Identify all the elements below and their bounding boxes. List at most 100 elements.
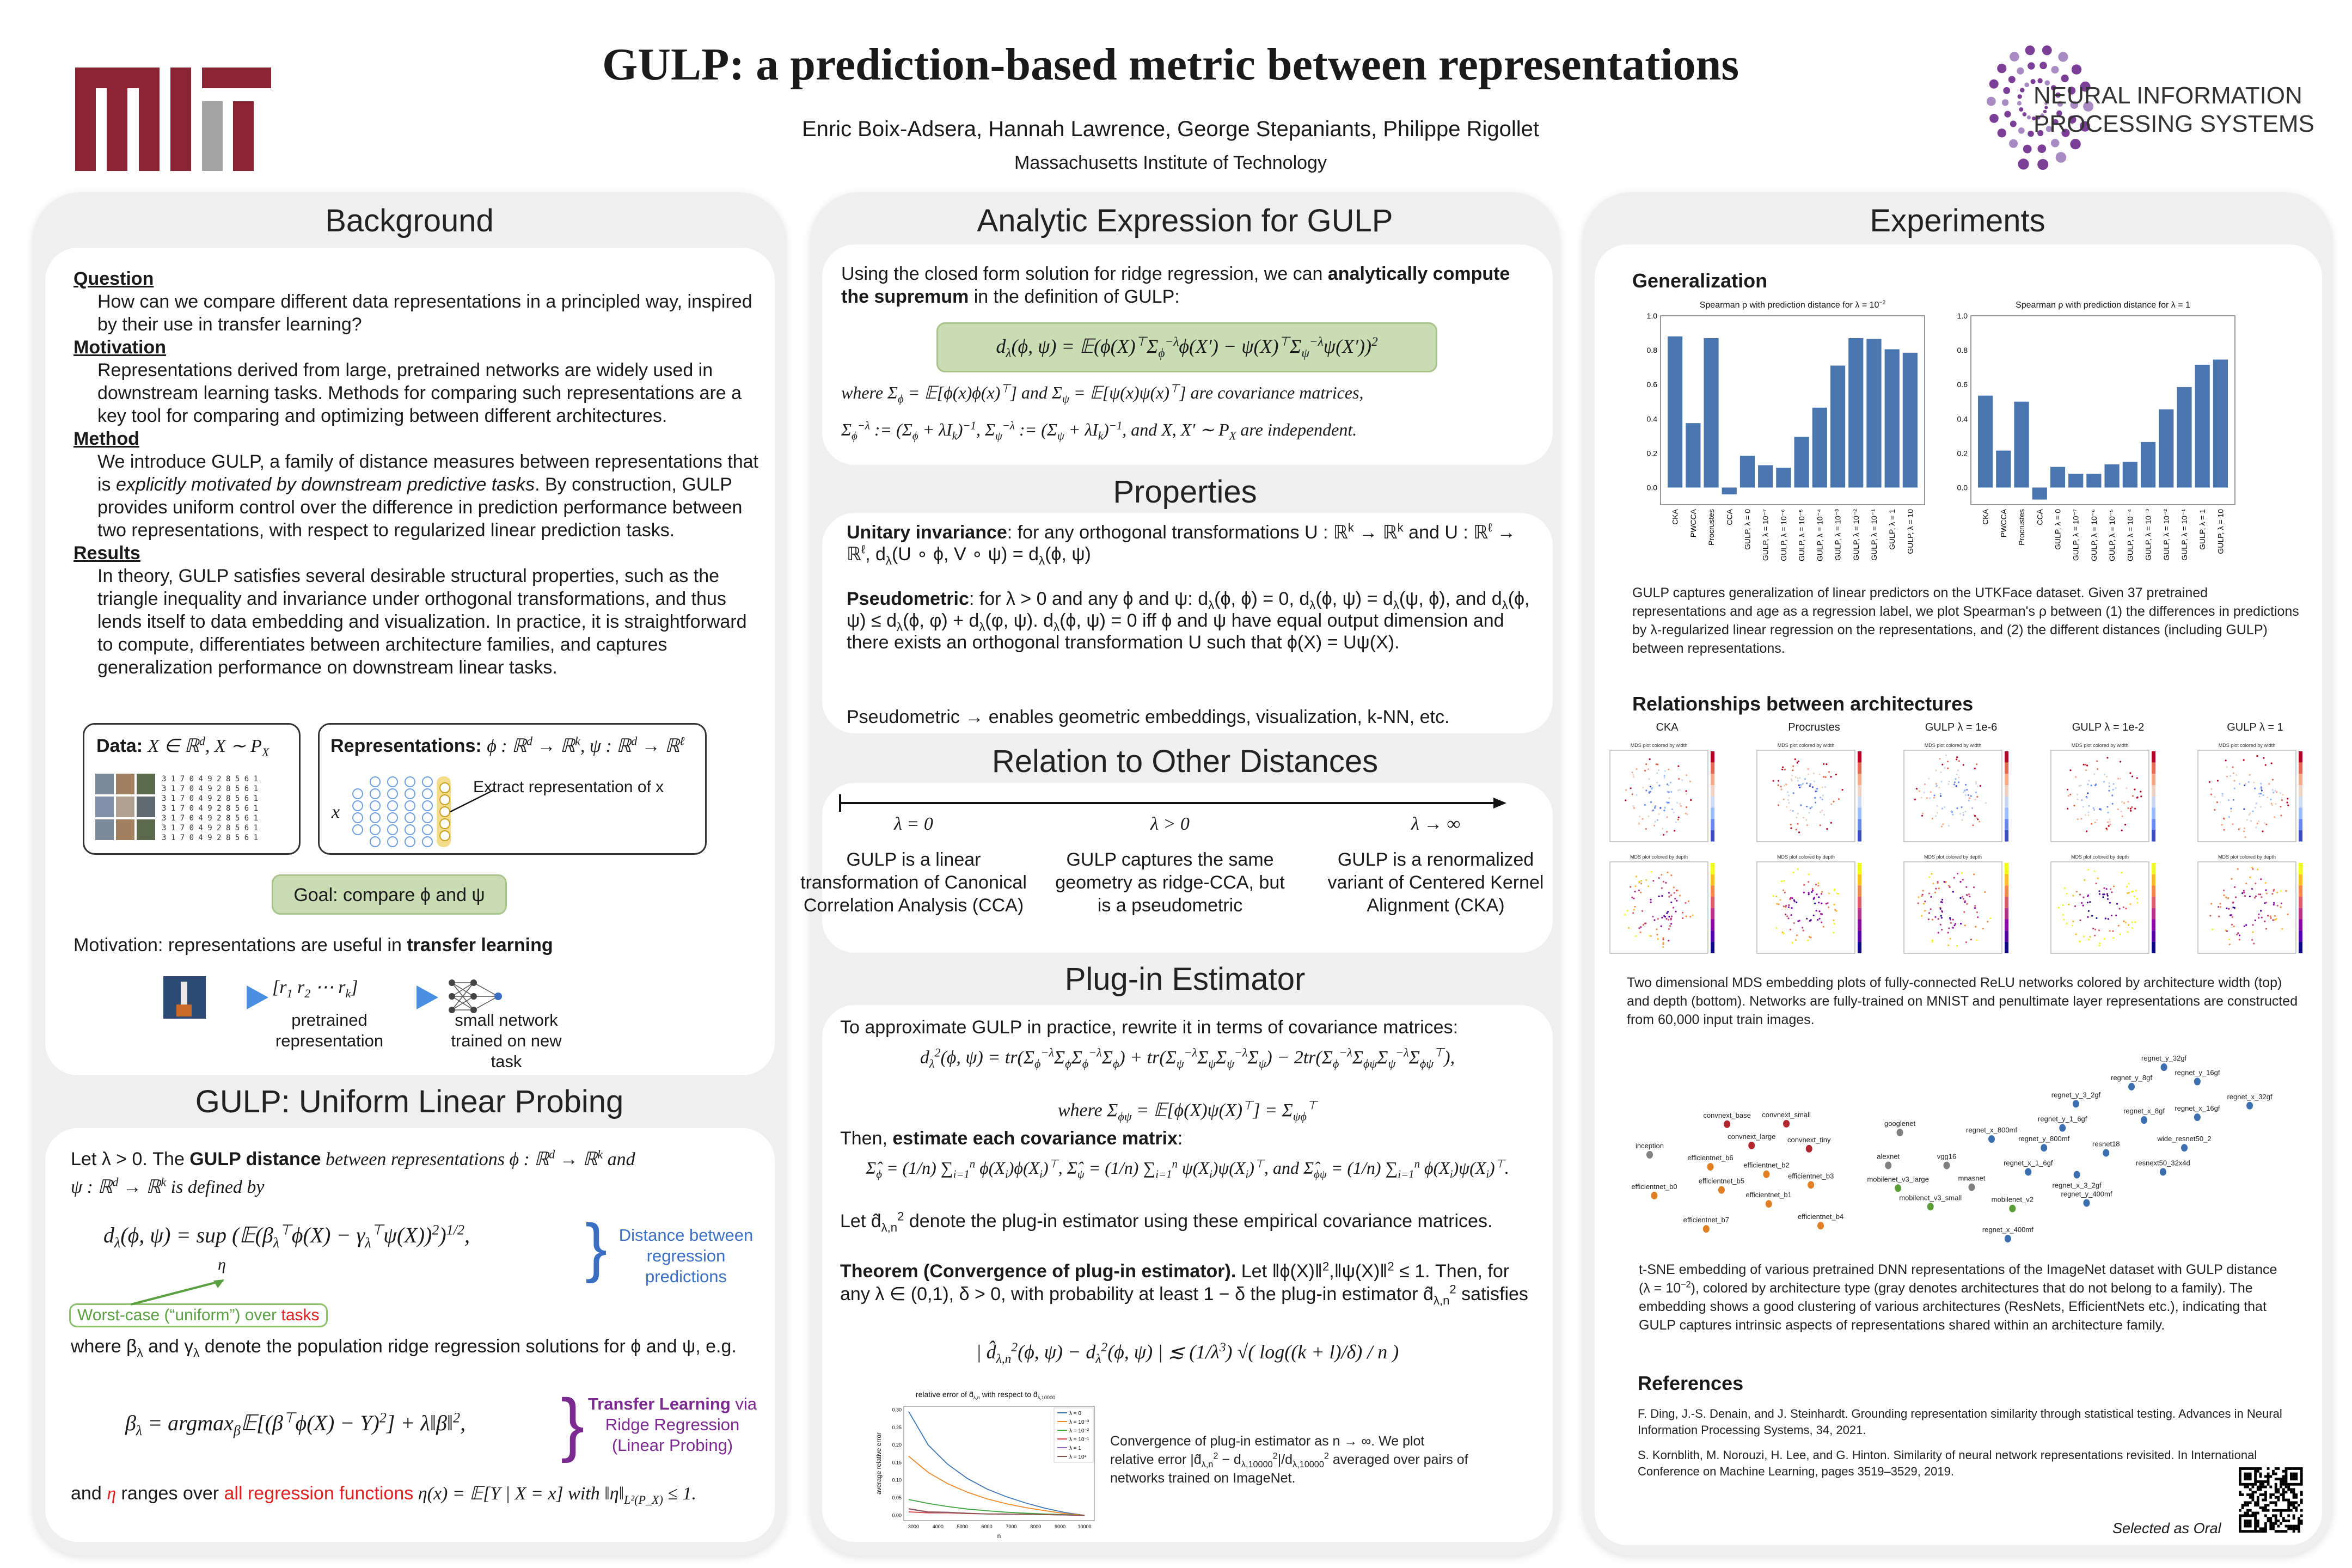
qr-module [2267, 1483, 2270, 1486]
mds-point [2085, 830, 2088, 832]
properties-card [822, 513, 1553, 733]
mds-point [2126, 787, 2128, 789]
mds-point [1788, 794, 1790, 797]
mds-point [1630, 886, 1632, 888]
mds-point [1674, 898, 1676, 900]
mds-point [1815, 884, 1817, 886]
qr-module [2300, 1493, 2303, 1496]
mds-point [1975, 781, 1977, 783]
mds-point [1806, 939, 1809, 941]
gulp-intro-d: ψ : ℝd → ℝk is defined by [71, 1175, 265, 1197]
data-math: X ∈ ℝd, X ∼ PX [148, 734, 270, 759]
bar [1902, 352, 1918, 488]
bar [1668, 336, 1683, 488]
analytic-formula: dλ(ϕ, ψ) = 𝔼(ϕ(X)⊤Σϕ−λϕ(X′) − ψ(X)⊤Σψ−λψ… [936, 322, 1437, 372]
qr-module [2298, 1527, 2300, 1530]
reference-item: S. Kornblith, M. Norouzi, H. Lee, and G.… [1638, 1448, 2257, 1478]
colorbar-segment [2005, 919, 2008, 931]
neuron [387, 800, 398, 811]
mds-point [1976, 911, 1978, 914]
qr-module [2272, 1501, 2275, 1504]
pointer-arrow [130, 1279, 224, 1306]
tsne-label: convnext_tiny [1787, 1136, 1831, 1144]
mds-point [1790, 827, 1792, 829]
neuron [422, 776, 433, 787]
qr-module [2272, 1493, 2275, 1496]
mds-point [2087, 783, 2089, 786]
x-tick-label: 9000 [1055, 1524, 1065, 1529]
qr-module [2244, 1475, 2247, 1478]
mds-point [1638, 823, 1640, 825]
extract-text: Extract representation of x [473, 778, 664, 796]
colorbar-segment [1858, 796, 1861, 808]
mds-point [2066, 892, 2068, 895]
tsne-label: vgg16 [1937, 1153, 1956, 1161]
tsne-label: regnet_y_1_6gf [2038, 1115, 2087, 1123]
mds-point [2264, 822, 2266, 824]
colorbar-segment [2005, 908, 2008, 920]
mds-point [1692, 914, 1694, 916]
mds-point [1806, 782, 1808, 785]
bar [1830, 365, 1846, 488]
mds-point [1670, 791, 1673, 793]
qr-module [2259, 1530, 2262, 1533]
qr-code[interactable] [2239, 1467, 2303, 1533]
neuron [387, 824, 398, 835]
mds-point [1936, 805, 1938, 807]
logo-dot [2051, 139, 2060, 148]
mds-point [1785, 906, 1787, 909]
image-thumbnail [95, 819, 114, 840]
qr-module [2254, 1467, 2257, 1470]
mds-point [1797, 780, 1799, 782]
neuron [422, 788, 433, 799]
mds-point [1812, 898, 1815, 900]
qr-module [2295, 1509, 2298, 1512]
mds-point [2259, 793, 2262, 795]
mds-point [1827, 902, 1829, 904]
colorbar-segment [1711, 941, 1714, 953]
affiliation: Massachusetts Institute of Technology [1014, 152, 1327, 173]
mds-point [2279, 792, 2282, 794]
mds-point [2260, 786, 2262, 788]
qr-module [2280, 1483, 2282, 1486]
qr-module [2300, 1514, 2303, 1517]
mds-point [2273, 902, 2275, 904]
qr-module [2287, 1509, 2290, 1512]
mds-point [1970, 795, 1972, 797]
logo-dot [2030, 79, 2036, 84]
x-tick-label: GULP, λ = 0 [1743, 509, 1751, 550]
mds-point [1958, 776, 1960, 779]
y-tick-label: 0.30 [892, 1407, 902, 1412]
mds-point [2136, 897, 2138, 900]
analytic-intro: Using the closed form solution for ridge… [841, 262, 1538, 308]
mds-point [2140, 795, 2142, 798]
mds-point [1787, 917, 1790, 920]
qr-module [2249, 1501, 2252, 1504]
qr-module [2249, 1524, 2252, 1528]
mds-point [1662, 943, 1664, 945]
qr-module [2277, 1496, 2280, 1499]
y-tick-label: 0.2 [1957, 449, 1968, 457]
mds-point [1680, 805, 1682, 807]
qr-module [2264, 1485, 2267, 1489]
mds-point [2258, 893, 2260, 896]
mds-point [1812, 914, 1815, 916]
qr-module [2269, 1527, 2273, 1530]
mds-point [1922, 890, 1924, 892]
qr-module [2241, 1483, 2244, 1486]
mds-plot-depth: MDS plot colored by depth [1903, 854, 2008, 954]
mds-point [2136, 777, 2138, 779]
mds-point [1966, 894, 1968, 896]
qr-module [2241, 1514, 2244, 1517]
mds-point [1797, 777, 1799, 779]
mds-point [2082, 896, 2085, 898]
mds-point [2118, 908, 2121, 910]
qr-module [2246, 1493, 2249, 1496]
qr-module [2274, 1520, 2277, 1522]
mds-point [1940, 917, 1943, 919]
mds-point [1796, 762, 1798, 764]
mds-point [1921, 893, 1924, 896]
logo-dot [2061, 128, 2070, 137]
mds-point [1806, 824, 1808, 826]
qr-module [2292, 1504, 2295, 1507]
